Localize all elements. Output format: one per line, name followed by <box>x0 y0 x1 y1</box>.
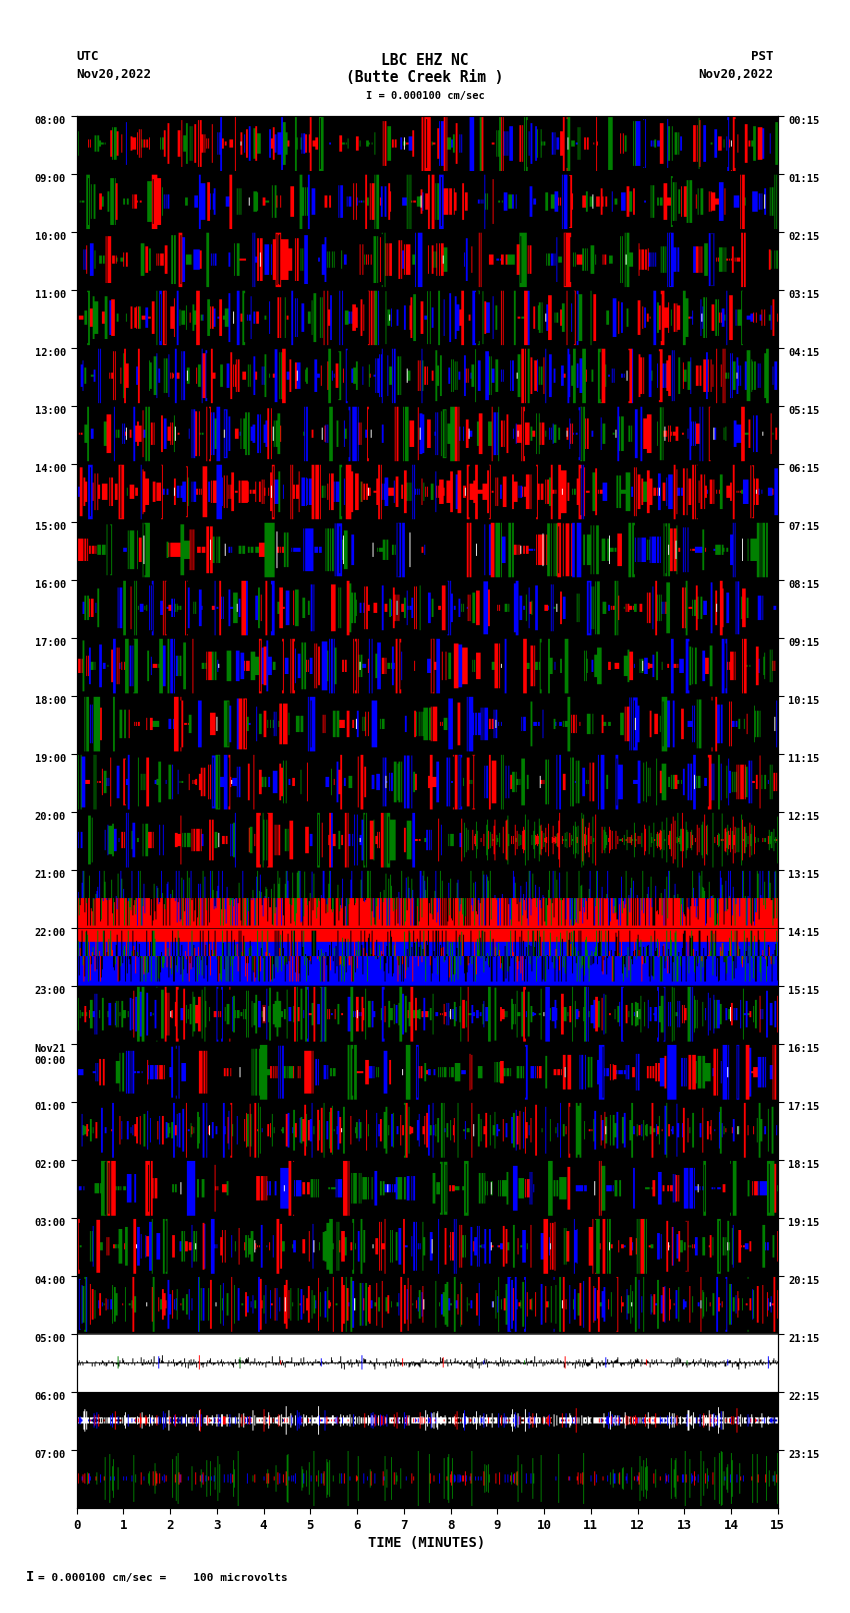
Text: UTC: UTC <box>76 50 99 63</box>
Text: Nov20,2022: Nov20,2022 <box>76 68 151 81</box>
Text: LBC EHZ NC: LBC EHZ NC <box>382 53 468 68</box>
Text: PST: PST <box>751 50 774 63</box>
Text: I: I <box>26 1569 34 1584</box>
Text: I = 0.000100 cm/sec: I = 0.000100 cm/sec <box>366 92 484 102</box>
Text: (Butte Creek Rim ): (Butte Creek Rim ) <box>346 71 504 85</box>
Text: = 0.000100 cm/sec =    100 microvolts: = 0.000100 cm/sec = 100 microvolts <box>38 1573 288 1582</box>
Text: Nov20,2022: Nov20,2022 <box>699 68 774 81</box>
X-axis label: TIME (MINUTES): TIME (MINUTES) <box>369 1536 485 1550</box>
